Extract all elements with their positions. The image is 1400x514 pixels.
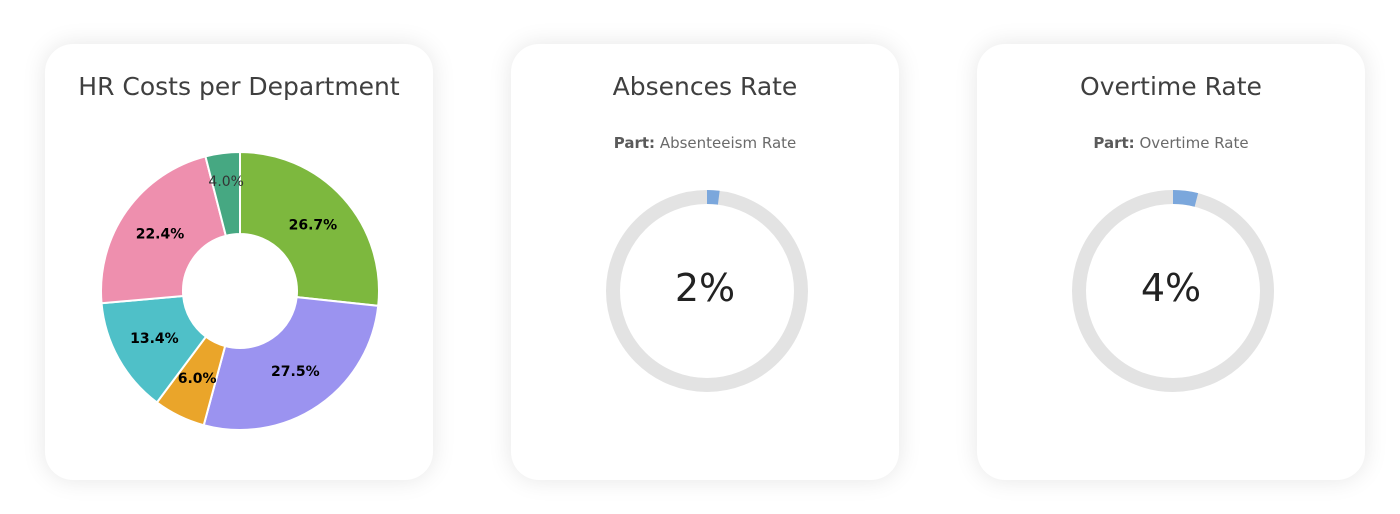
absences-part-value: Absenteeism Rate — [659, 134, 797, 152]
donut-slice[interactable] — [239, 150, 380, 307]
absences-value: 2% — [674, 266, 736, 310]
hr-costs-title: HR Costs per Department — [78, 72, 400, 101]
absences-gauge — [606, 190, 808, 392]
donut-slice[interactable] — [100, 155, 228, 305]
absences-card: Absences Rate Part: Absenteeism Rate 2% — [511, 44, 899, 480]
hr-costs-donut-chart: 26.7% 27.5% 6.0% 13.4% 22.4% 4.0% — [100, 150, 380, 431]
gauge-fill — [706, 190, 720, 205]
donut-slice-label: 26.7% — [289, 218, 338, 234]
overtime-gauge — [1072, 190, 1274, 392]
donut-slice-label: 13.4% — [130, 331, 179, 347]
gauge-fill — [1172, 190, 1199, 207]
overtime-card: Overtime Rate Part: Overtime Rate 4% — [977, 44, 1365, 480]
hr-costs-card: HR Costs per Department 26.7% 27.5% 6.0% 13… — [45, 44, 433, 480]
donut-slice-label: 27.5% — [271, 364, 320, 380]
donut-slice-label: 6.0% — [178, 371, 217, 387]
overtime-title: Overtime Rate — [1080, 72, 1262, 101]
overtime-part-value: Overtime Rate — [1139, 134, 1249, 152]
absences-title: Absences Rate — [612, 72, 798, 101]
donut-slice-label: 4.0% — [208, 174, 244, 190]
donut-slice-label: 22.4% — [136, 226, 185, 242]
donut-slice[interactable] — [202, 295, 380, 431]
absences-part-label: Part: Absenteeism Rate — [511, 134, 899, 152]
overtime-value: 4% — [1140, 266, 1202, 310]
donut-slice[interactable] — [204, 150, 241, 238]
overtime-part-label: Part: Overtime Rate — [977, 134, 1365, 152]
overtime-part-key: Part: — [1093, 134, 1135, 152]
absences-part-key: Part: — [613, 134, 656, 152]
